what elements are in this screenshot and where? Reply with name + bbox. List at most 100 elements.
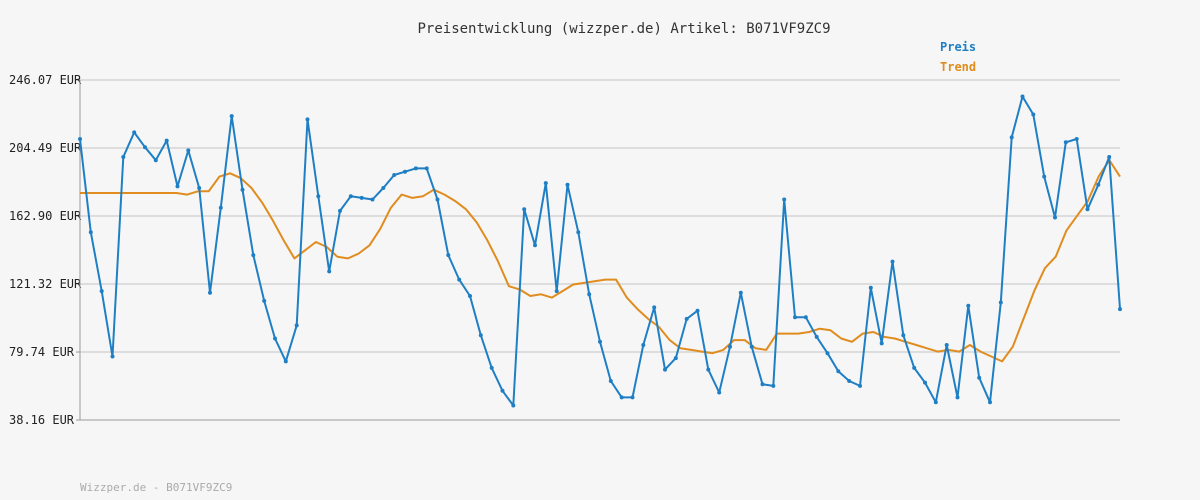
price-point <box>901 333 906 338</box>
price-point <box>998 300 1003 305</box>
price-point <box>673 356 678 361</box>
price-point <box>782 197 787 202</box>
price-point <box>359 195 364 200</box>
chart-title: Preisentwicklung (wizzper.de) Artikel: B… <box>417 21 830 37</box>
price-point <box>717 390 722 395</box>
y-tick-label: 38.16 EUR <box>9 413 75 427</box>
footer-caption: Wizzper.de - B071VF9ZC9 <box>80 481 232 494</box>
y-tick-label: 79.74 EUR <box>9 345 75 359</box>
y-tick-label: 162.90 EUR <box>9 209 82 223</box>
price-point <box>132 130 137 135</box>
series-layer <box>78 94 1122 408</box>
price-point <box>283 359 288 364</box>
price-point <box>587 292 592 297</box>
price-point <box>1085 207 1090 212</box>
price-point <box>121 155 126 159</box>
price-point <box>1074 137 1079 141</box>
price-point <box>652 305 657 310</box>
price-point <box>370 197 375 202</box>
price-point <box>197 186 202 190</box>
price-point <box>316 194 321 199</box>
price-point <box>533 243 537 248</box>
price-point <box>1042 174 1047 179</box>
price-point <box>966 303 971 308</box>
price-point <box>99 289 104 294</box>
price-point <box>424 166 429 171</box>
price-point <box>392 173 397 177</box>
price-point <box>88 230 93 235</box>
price-point <box>554 289 559 294</box>
price-point <box>294 323 299 328</box>
price-point <box>273 336 277 341</box>
price-point <box>522 207 527 212</box>
y-axis-ticks: 246.07 EUR 204.49 EUR 162.90 EUR 121.32 EUR… <box>9 73 82 427</box>
y-tick-label: 121.32 EUR <box>9 277 82 291</box>
price-point <box>836 369 841 374</box>
price-point <box>511 403 516 408</box>
price-point <box>110 354 115 359</box>
y-tick-label: 246.07 EUR <box>9 73 82 87</box>
price-point <box>858 383 862 388</box>
price-point <box>403 169 407 174</box>
price-point <box>240 187 245 192</box>
price-point <box>619 395 624 400</box>
price-point <box>1107 155 1112 159</box>
price-point <box>208 290 212 295</box>
price-point <box>446 253 451 258</box>
price-point <box>78 137 82 141</box>
price-point <box>543 181 548 186</box>
price-point <box>608 379 613 383</box>
price-point <box>435 197 440 202</box>
price-line <box>79 95 1121 407</box>
legend-trend: Trend <box>940 60 976 74</box>
price-point <box>944 343 949 347</box>
price-point <box>923 380 927 385</box>
price-point <box>1053 215 1057 220</box>
price-point <box>771 383 776 388</box>
price-point <box>468 294 472 298</box>
price-point <box>684 316 689 321</box>
price-point <box>218 205 223 210</box>
price-point <box>500 388 505 393</box>
price-point <box>478 333 483 338</box>
price-point <box>663 367 667 372</box>
price-point <box>879 341 884 346</box>
price-point <box>489 365 494 370</box>
price-point <box>749 344 754 349</box>
price-point <box>1118 307 1122 312</box>
price-point <box>641 343 646 347</box>
price-point <box>977 375 982 380</box>
price-point <box>890 259 895 264</box>
price-point <box>814 334 819 339</box>
price-point <box>793 315 797 320</box>
price-point <box>186 148 191 153</box>
price-point <box>868 285 873 290</box>
price-point <box>338 208 342 213</box>
price-point <box>1020 94 1025 99</box>
price-point <box>955 395 960 400</box>
price-point <box>912 365 917 370</box>
price-point <box>630 395 635 400</box>
price-point <box>305 117 310 122</box>
price-point <box>565 182 570 187</box>
price-point <box>164 138 169 143</box>
price-point <box>251 253 256 258</box>
trend-line <box>80 159 1121 363</box>
grid-lines <box>80 79 1120 353</box>
y-tick-label: 204.49 EUR <box>9 141 82 155</box>
price-point <box>598 339 602 344</box>
price-point <box>1031 112 1036 117</box>
price-point <box>728 344 732 349</box>
price-point <box>153 158 158 163</box>
price-point <box>413 166 418 171</box>
price-point <box>175 184 180 189</box>
legend-preis: Preis <box>940 40 976 54</box>
price-point <box>457 277 462 282</box>
price-point <box>576 230 581 235</box>
price-point <box>933 400 938 405</box>
price-point <box>1009 135 1014 140</box>
price-point <box>988 400 992 405</box>
price-point <box>262 298 267 303</box>
price-point <box>381 186 386 190</box>
price-point <box>1096 182 1101 187</box>
